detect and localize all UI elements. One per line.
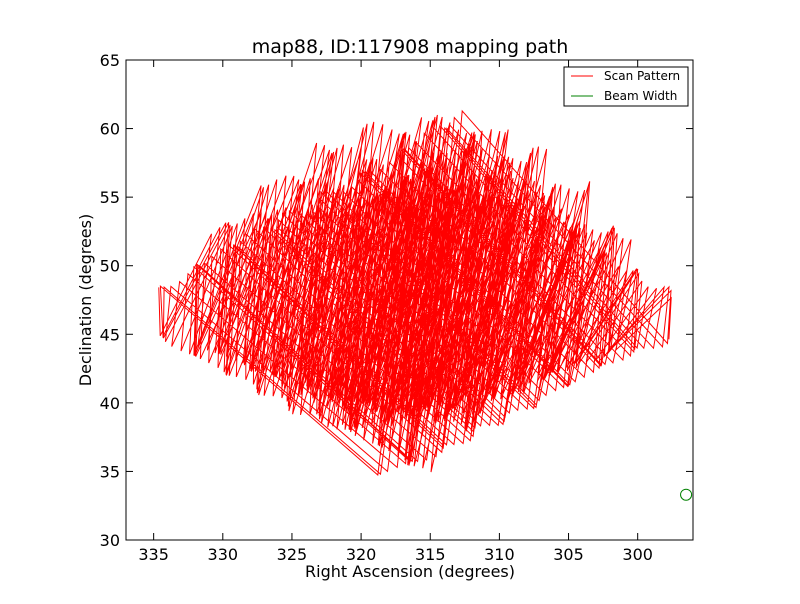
x-tick-label: 315 [415,545,446,564]
x-tick-label: 330 [208,545,239,564]
legend-label-beam-width: Beam Width [604,89,677,103]
x-tick-label: 335 [138,545,169,564]
y-axis-label: Declination (degrees) [76,214,95,386]
plot-area [158,109,693,501]
y-tick-label: 45 [100,325,120,344]
x-tick-label: 320 [346,545,377,564]
plot-frame [125,59,694,541]
y-tick-label: 65 [100,51,120,70]
x-tick-label: 305 [553,545,584,564]
x-axis-label: Right Ascension (degrees) [305,562,515,581]
legend: Scan Pattern Beam Width [563,66,689,107]
beam-width-circle [680,488,693,501]
y-tick-label: 50 [100,257,120,276]
y-tick-label: 60 [100,120,120,139]
y-tick-label: 35 [100,462,120,481]
y-tick-label: 30 [100,531,120,550]
y-tick-label: 40 [100,394,120,413]
x-tick-label: 300 [622,545,653,564]
scan-pattern-line [158,109,672,476]
x-tick-label: 310 [484,545,515,564]
y-tick-label: 55 [100,188,120,207]
x-tick-label: 325 [277,545,308,564]
x-axis: 335 330 325 320 315 310 305 300 [138,60,653,564]
legend-label-scan-pattern: Scan Pattern [604,69,680,83]
chart-title: map88, ID:117908 mapping path [252,36,569,58]
legend-box [563,66,689,107]
y-axis: 30 35 40 45 50 55 60 65 [100,51,693,550]
